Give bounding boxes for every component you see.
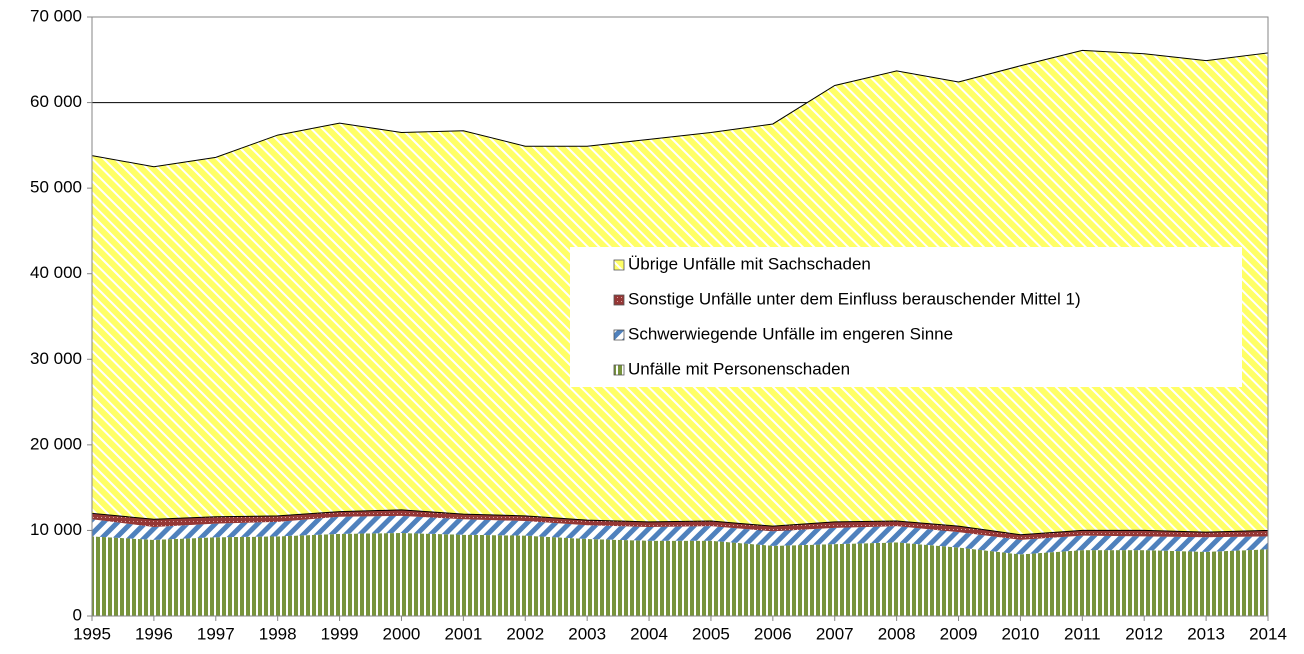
y-tick-label: 0: [73, 605, 82, 624]
legend: Übrige Unfälle mit Sachschaden Sonstige U…: [613, 254, 1081, 378]
legend-box: [570, 247, 1242, 387]
legend-label: Unfälle mit Personenschaden: [628, 359, 850, 378]
y-tick-label: 40 000: [30, 263, 82, 282]
area: [92, 509, 1268, 540]
y-tick-label: 50 000: [30, 178, 82, 197]
x-tick-label: 2002: [506, 624, 544, 643]
area: [92, 515, 1268, 555]
legend-label: Sonstige Unfälle unter dem Einfluss bera…: [628, 289, 1081, 308]
x-tick-label: 1998: [259, 624, 297, 643]
x-tick-label: 2012: [1125, 624, 1163, 643]
x-tick-label: 2011: [1064, 624, 1101, 643]
x-tick-label: 2001: [444, 624, 482, 643]
x-tick-label: 2013: [1187, 624, 1225, 643]
legend-swatch: [613, 294, 625, 306]
legend-label: Schwerwiegende Unfälle im engeren Sinne: [628, 324, 953, 343]
x-tick-label: 2004: [630, 624, 668, 643]
legend-label: Übrige Unfälle mit Sachschaden: [628, 254, 871, 273]
x-tick-label: 2005: [692, 624, 730, 643]
legend-swatch: [613, 329, 625, 341]
legend-swatch: [613, 364, 625, 376]
labels: 0 10 000 20 000 30 000 40 000 50 000 60 000 70 …: [30, 6, 1287, 643]
y-tick-label: 10 000: [30, 520, 82, 539]
plot-frame: [91, 16, 1269, 617]
x-tick-label: 2014: [1249, 624, 1287, 643]
x-tick-label: 2008: [878, 624, 916, 643]
x-tick-label: 2000: [383, 624, 421, 643]
x-tick-label: 1996: [135, 624, 173, 643]
y-tick-label: 70 000: [30, 6, 82, 25]
x-tick-label: 1995: [73, 624, 111, 643]
x-tick-label: 1997: [197, 624, 235, 643]
x-tick-label: 2006: [754, 624, 792, 643]
y-tick-label: 30 000: [30, 349, 82, 368]
x-tick-label: 1999: [321, 624, 359, 643]
x-tick-label: 2007: [816, 624, 854, 643]
x-tick-label: 2010: [1002, 624, 1040, 643]
area: [92, 532, 1268, 616]
x-tick-label: 2009: [940, 624, 978, 643]
x-tick-label: 2003: [568, 624, 606, 643]
legend-swatch: [613, 259, 625, 271]
y-tick-label: 20 000: [30, 434, 82, 453]
y-tick-label: 60 000: [30, 92, 82, 111]
